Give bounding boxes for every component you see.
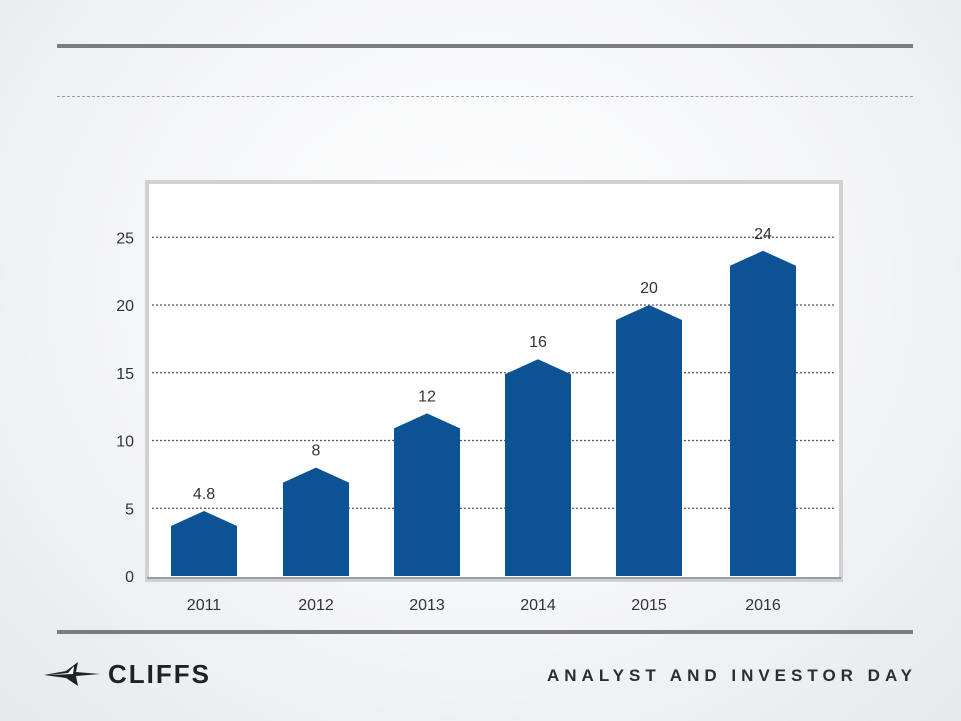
x-tick-label: 2016	[745, 597, 781, 614]
x-tick-label: 2014	[520, 597, 556, 614]
bar	[616, 305, 682, 576]
y-axis-ticks: 0 5 10 15 20 25	[116, 230, 134, 586]
bar	[394, 413, 460, 576]
y-tick-label: 25	[116, 230, 134, 247]
bar	[171, 510, 237, 576]
header-rule	[57, 44, 913, 48]
cliffs-logo-icon	[44, 662, 100, 686]
value-label: 24	[754, 226, 772, 243]
value-label: 8	[312, 443, 321, 460]
bars	[171, 250, 796, 577]
logo-text: CLIFFS	[108, 658, 211, 689]
value-label: 4.8	[193, 486, 215, 503]
event-name: ANALYST AND INVESTOR DAY	[546, 666, 917, 685]
y-tick-label: 15	[116, 366, 134, 383]
bar	[505, 359, 571, 576]
value-label: 20	[640, 280, 658, 297]
y-tick-label: 20	[116, 298, 134, 315]
grid-lines	[152, 236, 836, 509]
bar	[730, 250, 796, 577]
value-labels: 4.8 8 12 16 20 24	[193, 226, 772, 503]
x-axis-ticks: 2011 2012 2013 2014 2015 2016	[187, 597, 781, 614]
value-label: 12	[418, 388, 436, 405]
footer-rule	[57, 630, 913, 634]
y-tick-label: 0	[125, 569, 134, 586]
value-label: 16	[529, 334, 547, 351]
y-tick-label: 10	[116, 434, 134, 451]
cliffs-logo: CLIFFS	[44, 658, 211, 690]
bar	[283, 467, 349, 576]
x-tick-label: 2013	[409, 597, 445, 614]
x-tick-label: 2011	[187, 597, 222, 614]
header-dotted-divider	[57, 96, 913, 97]
x-tick-label: 2015	[631, 597, 667, 614]
chart-panel	[145, 180, 843, 582]
y-tick-label: 5	[125, 501, 134, 518]
x-tick-label: 2012	[298, 597, 334, 614]
